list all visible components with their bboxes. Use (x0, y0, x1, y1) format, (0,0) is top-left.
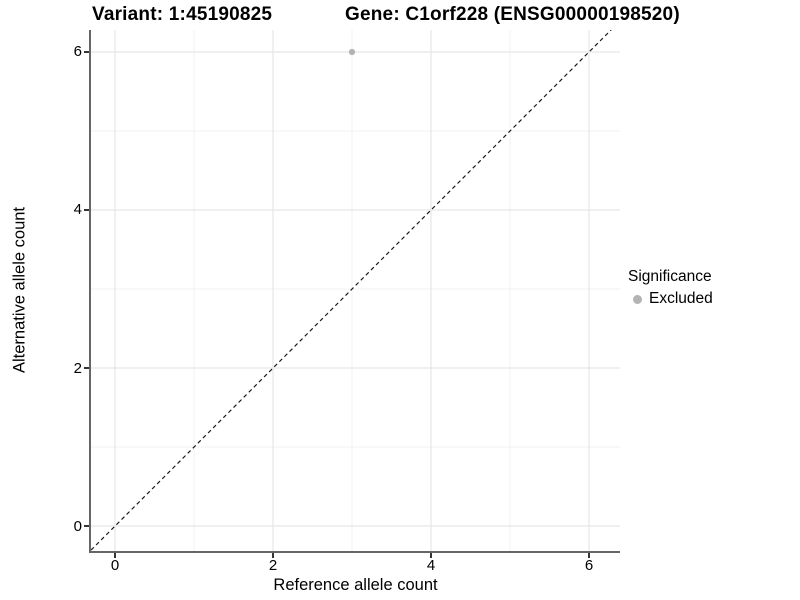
gene-title: Gene: C1orf228 (ENSG00000198520) (345, 4, 680, 25)
y-tick-mark (83, 367, 90, 369)
y-tick-mark (83, 209, 90, 211)
x-tick-mark (588, 552, 590, 559)
y-tick-mark (83, 525, 90, 527)
legend-item-label: Excluded (649, 290, 713, 307)
y-axis-title: Alternative allele count (10, 206, 29, 374)
legend: Significance Excluded (628, 267, 713, 308)
y-tick-label: 2 (73, 359, 82, 377)
y-tick-label: 4 (73, 201, 82, 219)
x-tick-label: 4 (426, 557, 436, 574)
x-tick-label: 6 (584, 557, 594, 574)
x-tick-label: 2 (268, 557, 278, 574)
y-tick-mark (83, 51, 90, 53)
x-tick-label: 0 (110, 557, 120, 574)
x-tick-mark (430, 552, 432, 559)
x-tick-mark (114, 552, 116, 559)
legend-item-excluded: Excluded (628, 290, 713, 308)
plot-canvas (91, 30, 620, 551)
y-tick-label: 0 (73, 517, 82, 535)
legend-title: Significance (628, 268, 712, 285)
y-axis-line (89, 30, 92, 553)
data-point (348, 48, 356, 56)
x-axis-line (89, 551, 621, 553)
plot-panel (91, 30, 620, 551)
variant-title: Variant: 1:45190825 (92, 4, 273, 25)
x-axis-title: Reference allele count (273, 576, 438, 594)
x-tick-mark (272, 552, 274, 559)
excluded-point-icon (633, 294, 642, 304)
y-tick-label: 6 (73, 43, 82, 61)
